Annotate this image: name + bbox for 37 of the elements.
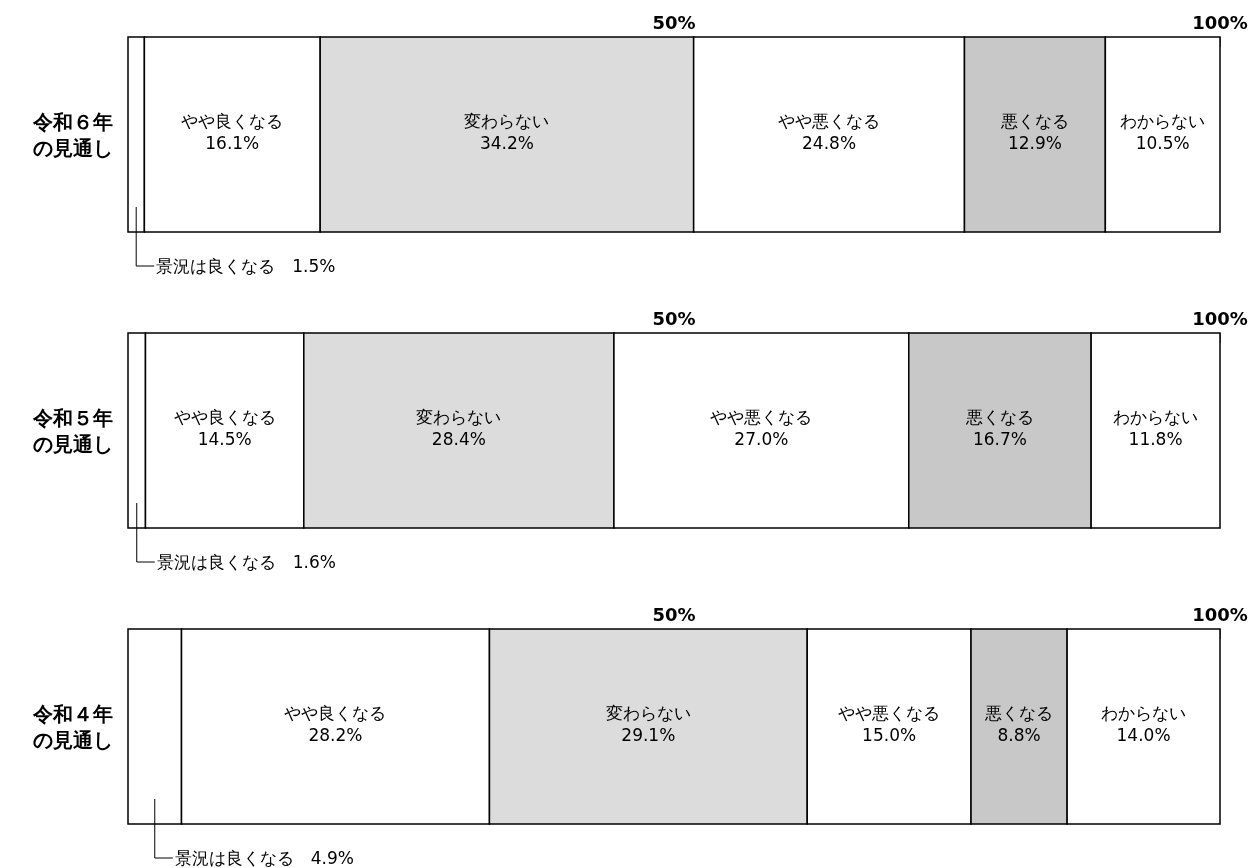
data-label: 16.1% [205,132,260,153]
data-label: 12.9% [1007,132,1062,153]
text: やや良くなる [284,702,387,723]
text: 景況は良くなる 4.9% [174,848,354,868]
text: やや悪くなる [710,406,813,427]
data-label: 34.2% [479,132,534,153]
text: やや悪くなる [778,110,881,131]
data-label: 10.5% [1135,132,1190,153]
data-label: 29.1% [621,724,676,745]
text: 100% [1192,604,1248,625]
text: 悪くなる [965,406,1034,427]
series-label: 変わらない [464,110,550,131]
text: わからない [1101,702,1187,723]
text: 悪くなる [1000,110,1069,131]
text: 景況は良くなる 1.5% [156,256,336,276]
data-label: 14.5% [197,428,252,449]
data-label: 16.7% [972,428,1027,449]
data-label: 28.4% [431,428,486,449]
data-label: 27.0% [734,428,789,449]
series-label: わからない [1120,110,1206,131]
text: 100% [1192,308,1248,329]
text: 景況は良くなる 1.6% [156,552,336,572]
series-label: やや悪くなる [838,702,941,723]
text: 50% [652,308,696,329]
series-label: やや良くなる [173,406,276,427]
data-label: 11.8% [1128,428,1183,449]
data-label: 28.2% [308,724,363,745]
data-label: 14.0% [1116,724,1171,745]
text: 変わらない [416,406,502,427]
text: 50% [652,604,696,625]
text: わからない [1113,406,1199,427]
data-label: 24.8% [802,132,857,153]
series-label: 悪くなる [984,702,1054,723]
text: やや良くなる [181,110,284,131]
data-label: 8.8% [997,724,1041,745]
data-label: 15.0% [862,724,917,745]
text: 変わらない [605,702,691,723]
